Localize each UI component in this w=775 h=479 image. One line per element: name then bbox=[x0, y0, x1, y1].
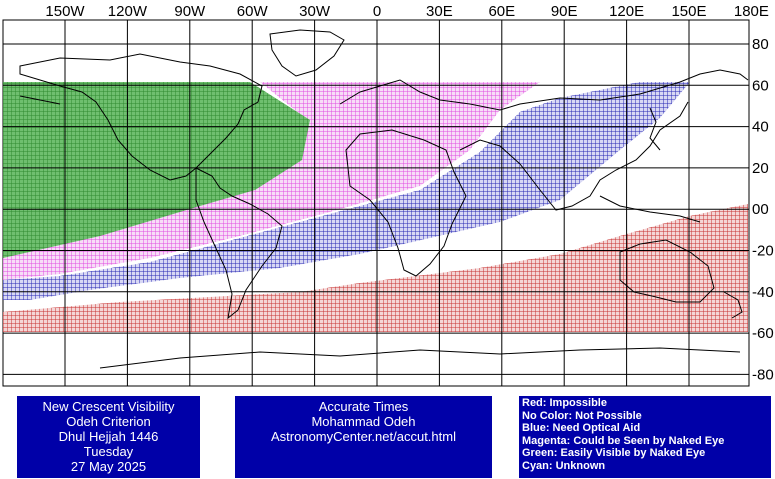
latitude-label: 80 bbox=[752, 36, 769, 53]
longitude-label: 150W bbox=[45, 3, 85, 20]
legend-item-red: Red: Impossible bbox=[522, 397, 607, 409]
gregorian-date: 27 May 2025 bbox=[70, 459, 147, 474]
credits-line-2: Mohammad Odeh bbox=[311, 414, 416, 429]
visibility-info-panel: New Crescent Visibility Odeh Criterion D… bbox=[17, 396, 200, 478]
latitude-label: -60 bbox=[752, 325, 774, 342]
weekday-label: Tuesday bbox=[83, 444, 134, 459]
legend-item-cyan: Cyan: Unknown bbox=[522, 459, 606, 472]
map-title: New Crescent Visibility bbox=[42, 399, 175, 414]
longitude-label: 30E bbox=[426, 3, 453, 20]
latitude-label: -80 bbox=[752, 366, 774, 383]
zone-green bbox=[3, 82, 310, 258]
longitude-label: 60E bbox=[488, 3, 515, 20]
longitude-label: 60W bbox=[237, 3, 269, 20]
latitude-gridlines bbox=[3, 43, 749, 375]
longitude-label: 180E bbox=[734, 3, 769, 20]
longitude-label: 90W bbox=[174, 3, 206, 20]
coastlines bbox=[19, 29, 749, 369]
latitude-label: -40 bbox=[752, 284, 774, 301]
zone-blue bbox=[3, 82, 690, 300]
latitude-label: 60 bbox=[752, 77, 769, 94]
latitude-labels: 80 60 40 20 00 -20 -40 -60 -80 bbox=[752, 36, 774, 383]
visibility-map: 150W 120W 90W 60W 30W 0 30E 60E 90E 120E 150E 180E … bbox=[2, 3, 774, 387]
legend-item-blue: Blue: Need Optical Aid bbox=[522, 422, 641, 434]
latitude-label: -20 bbox=[752, 243, 774, 260]
longitude-label: 30W bbox=[299, 3, 331, 20]
legend-panel: Red: Impossible No Color: Not Possible B… bbox=[519, 396, 771, 478]
latitude-label: 00 bbox=[752, 201, 769, 218]
longitude-label: 120E bbox=[609, 3, 644, 20]
credits-panel: Accurate Times Mohammad Odeh AstronomyCe… bbox=[235, 396, 492, 478]
longitude-label: 90E bbox=[551, 3, 578, 20]
longitude-label: 120W bbox=[108, 3, 148, 20]
longitude-label: 150E bbox=[671, 3, 706, 20]
legend-item-green: Green: Easily Visible by Naked Eye bbox=[522, 447, 706, 459]
longitude-label: 0 bbox=[373, 3, 381, 20]
legend-item-no-color: No Color: Not Possible bbox=[522, 409, 642, 422]
criterion-label: Odeh Criterion bbox=[66, 414, 151, 429]
latitude-label: 20 bbox=[752, 160, 769, 177]
legend-item-magenta: Magenta: Could be Seen by Naked Eye bbox=[522, 434, 725, 447]
credits-link[interactable]: AstronomyCenter.net/accut.html bbox=[271, 429, 456, 444]
latitude-label: 40 bbox=[752, 119, 769, 136]
zone-red bbox=[3, 204, 748, 332]
longitude-labels: 150W 120W 90W 60W 30W 0 30E 60E 90E 120E 150E 180E bbox=[45, 3, 769, 20]
zone-magenta bbox=[3, 82, 540, 280]
longitude-gridlines bbox=[64, 20, 690, 386]
credits-line-1: Accurate Times bbox=[318, 399, 409, 414]
hijri-month: Dhul Hejjah 1446 bbox=[58, 429, 159, 444]
